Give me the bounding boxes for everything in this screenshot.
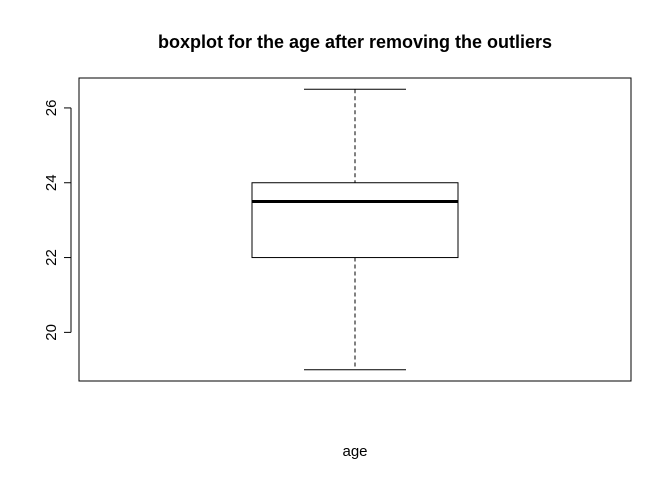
- y-axis: 20 22 24 26: [43, 100, 72, 341]
- y-tick-label: 26: [43, 100, 60, 117]
- box-group: [251, 88, 459, 371]
- chart-title: boxplot for the age after removing the o…: [158, 32, 552, 52]
- y-tick-label: 22: [43, 249, 60, 266]
- interquartile-box: [251, 182, 459, 259]
- x-axis-label: age: [342, 443, 367, 460]
- plot-frame: [78, 77, 632, 382]
- y-tick-label: 24: [43, 174, 60, 191]
- y-tick-label: 20: [43, 324, 60, 341]
